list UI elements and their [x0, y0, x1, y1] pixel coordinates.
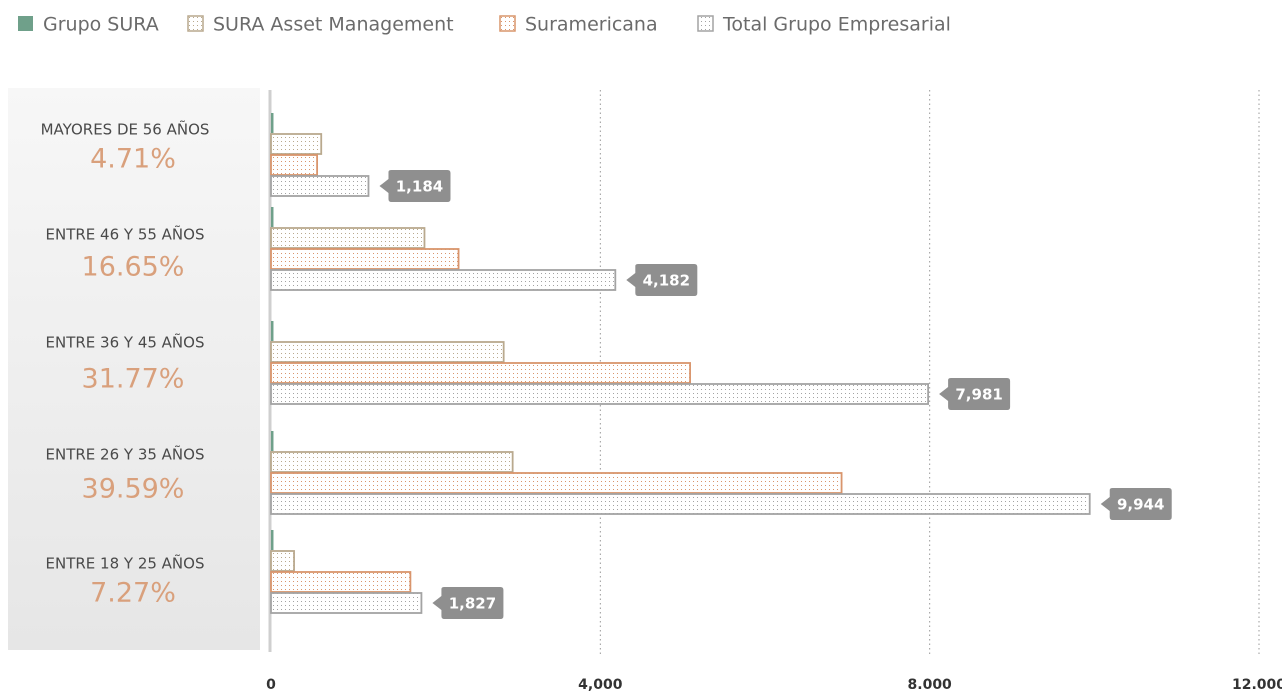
legend-label: SURA Asset Management	[213, 14, 454, 36]
value-label-box	[1100, 488, 1172, 520]
bar	[270, 592, 423, 614]
bar	[271, 431, 274, 451]
bar	[270, 451, 514, 473]
share-label: 39.59%	[82, 474, 185, 505]
x-tick-label: 0	[266, 677, 276, 692]
category-label: MAYORES DE 56 AÑOS	[41, 120, 210, 139]
bar	[270, 154, 319, 176]
bar	[271, 321, 274, 341]
share-label: 31.77%	[82, 364, 185, 395]
value-label: 4,182	[643, 272, 690, 290]
bar	[271, 113, 274, 133]
value-label-box	[379, 170, 451, 202]
value-label: 1,827	[449, 595, 496, 613]
share-label: 7.27%	[90, 578, 176, 609]
bar	[270, 175, 370, 197]
share-label: 16.65%	[82, 252, 185, 283]
legend-label: Total Grupo Empresarial	[722, 14, 951, 36]
category-label: ENTRE 26 Y 35 AÑOS	[46, 445, 205, 464]
bar	[270, 571, 412, 593]
legend-swatch	[499, 15, 516, 32]
x-tick-label: 8.000	[908, 677, 953, 692]
bar	[270, 133, 323, 155]
value-label-box	[626, 264, 698, 296]
bar	[270, 493, 1091, 515]
x-tick-label: 4,000	[578, 677, 623, 692]
category-label: ENTRE 36 Y 45 AÑOS	[46, 333, 205, 352]
value-label: 1,184	[396, 178, 443, 196]
value-label-box	[939, 378, 1011, 410]
bar	[270, 341, 505, 363]
label-panel	[8, 88, 260, 650]
value-label: 9,944	[1117, 496, 1164, 514]
bar	[270, 248, 460, 270]
value-label: 7,981	[955, 386, 1002, 404]
bar	[270, 472, 843, 494]
x-tick-label: 12.000	[1232, 677, 1282, 692]
legend-swatch	[18, 16, 33, 31]
share-label: 4.71%	[90, 144, 176, 175]
bar	[270, 383, 930, 405]
bar	[270, 362, 691, 384]
bar	[271, 207, 274, 227]
bar	[270, 227, 426, 249]
bar	[270, 550, 295, 572]
category-label: ENTRE 18 Y 25 AÑOS	[46, 554, 205, 573]
legend-label: Grupo SURA	[43, 14, 159, 36]
legend-swatch	[187, 15, 204, 32]
bar	[271, 530, 274, 550]
bar	[270, 269, 617, 291]
legend-label: Suramericana	[525, 14, 658, 36]
value-label-box	[432, 587, 504, 619]
legend-swatch	[697, 15, 714, 32]
category-label: ENTRE 46 Y 55 AÑOS	[46, 225, 205, 244]
